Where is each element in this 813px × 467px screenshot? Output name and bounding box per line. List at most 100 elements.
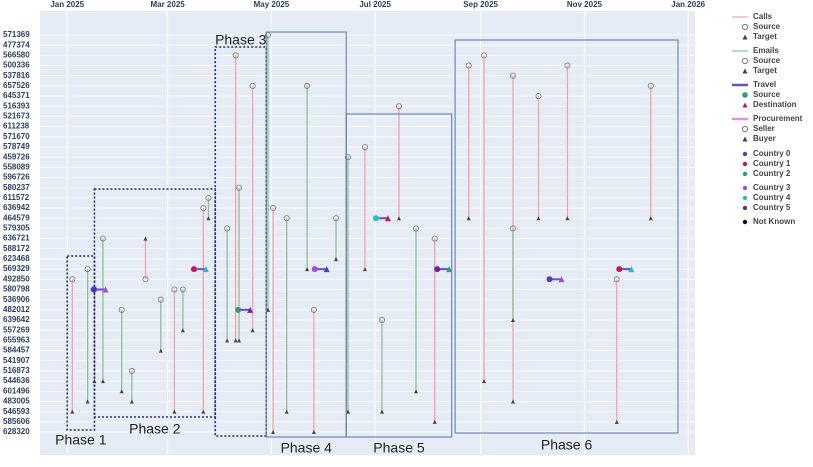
event-target bbox=[100, 379, 105, 384]
event-source bbox=[236, 184, 243, 191]
x-tick-label: Mar 2025 bbox=[150, 0, 185, 9]
x-tick-label: Jan 2026 bbox=[671, 0, 705, 9]
travel-destination bbox=[202, 266, 209, 273]
y-tick-label: 516393 bbox=[3, 101, 30, 110]
event-source bbox=[205, 194, 212, 201]
event-target bbox=[143, 236, 148, 241]
event-source bbox=[509, 72, 516, 79]
y-tick-label: 464579 bbox=[3, 213, 30, 222]
y-tick-label: 571670 bbox=[3, 132, 30, 141]
y-tick-label: 492850 bbox=[3, 274, 30, 283]
event-target bbox=[158, 348, 163, 353]
event-source bbox=[99, 235, 106, 242]
event-source bbox=[361, 143, 368, 150]
travel-destination bbox=[628, 266, 635, 273]
legend-label: Not Known bbox=[753, 217, 795, 226]
legend-symbol bbox=[742, 185, 748, 191]
y-tick-label: 459726 bbox=[3, 152, 30, 161]
legend-label: Travel bbox=[753, 80, 776, 89]
y-tick-label: 580798 bbox=[3, 285, 30, 294]
legend-label: Source bbox=[753, 56, 781, 65]
event-source bbox=[481, 52, 488, 59]
y-tick-label: 500336 bbox=[3, 61, 30, 70]
event-source bbox=[310, 306, 317, 313]
event-target bbox=[510, 399, 515, 404]
y-tick-label: 655963 bbox=[3, 335, 30, 344]
y-tick-label: 521673 bbox=[3, 112, 30, 121]
x-tick-label: Nov 2025 bbox=[567, 0, 603, 9]
y-tick-label: 579305 bbox=[3, 224, 30, 233]
phase-label: Phase 4 bbox=[281, 440, 333, 456]
event-source bbox=[283, 215, 290, 222]
event-source bbox=[232, 52, 239, 59]
y-tick-label: 623468 bbox=[3, 254, 30, 263]
y-tick-label: 588172 bbox=[3, 244, 30, 253]
y-tick-label: 482012 bbox=[3, 305, 30, 314]
phase-label: Phase 3 bbox=[215, 32, 267, 48]
legend-label: Country 4 bbox=[753, 193, 791, 202]
y-tick-label: 537816 bbox=[3, 71, 30, 80]
phase-box bbox=[454, 39, 679, 434]
event-source bbox=[128, 367, 135, 374]
event-target bbox=[225, 338, 230, 343]
event-source bbox=[412, 225, 419, 232]
event-target bbox=[536, 216, 541, 221]
travel-source bbox=[546, 276, 553, 283]
event-target bbox=[379, 409, 384, 414]
y-tick-label: 483005 bbox=[3, 397, 30, 406]
legend-label: Emails bbox=[753, 46, 779, 55]
event-target bbox=[201, 409, 206, 414]
x-tick-label: May 2025 bbox=[254, 0, 290, 9]
y-tick-label: 557269 bbox=[3, 325, 30, 334]
event-source bbox=[200, 205, 207, 212]
legend-label: Target bbox=[753, 66, 777, 75]
phase-box bbox=[93, 188, 217, 418]
travel-source bbox=[190, 266, 197, 273]
event-source bbox=[564, 62, 571, 69]
event-target bbox=[250, 328, 255, 333]
event-target bbox=[334, 256, 339, 261]
event-source bbox=[69, 276, 76, 283]
event-source bbox=[179, 286, 186, 293]
event-target bbox=[129, 399, 134, 404]
legend-symbol bbox=[742, 171, 748, 177]
legend-label: Country 5 bbox=[753, 203, 791, 212]
event-source bbox=[142, 276, 149, 283]
event-target bbox=[362, 267, 367, 272]
event-target bbox=[432, 419, 437, 424]
legend-label: Calls bbox=[753, 12, 773, 21]
travel-source bbox=[434, 266, 441, 273]
phase-label: Phase 5 bbox=[373, 440, 425, 456]
legend-label: Procurement bbox=[753, 114, 803, 123]
y-tick-label: 639642 bbox=[3, 315, 30, 324]
event-target bbox=[237, 338, 242, 343]
y-tick-label: 566580 bbox=[3, 50, 30, 59]
event-target bbox=[119, 389, 124, 394]
legend-label: Source bbox=[753, 22, 781, 31]
event-source bbox=[344, 154, 351, 161]
plot-area bbox=[40, 11, 695, 455]
y-tick-label: 636721 bbox=[3, 234, 30, 243]
phase-label: Phase 2 bbox=[129, 421, 181, 437]
event-source bbox=[395, 103, 402, 110]
event-target bbox=[565, 216, 570, 221]
event-source bbox=[304, 82, 311, 89]
x-tick-label: Sep 2025 bbox=[463, 0, 498, 9]
phase-label: Phase 6 bbox=[541, 437, 593, 453]
y-tick-label: 544636 bbox=[3, 376, 30, 385]
event-source bbox=[613, 276, 620, 283]
legend-label: Country 3 bbox=[753, 183, 791, 192]
y-tick-label: 546593 bbox=[3, 407, 30, 416]
event-target bbox=[233, 338, 238, 343]
travel-source bbox=[235, 306, 242, 313]
event-target bbox=[284, 409, 289, 414]
event-target bbox=[482, 379, 487, 384]
legend-label: Buyer bbox=[753, 134, 776, 143]
event-source bbox=[465, 62, 472, 69]
legend-label: Country 1 bbox=[753, 159, 791, 168]
legend-label: Destination bbox=[753, 100, 797, 109]
legend-symbol bbox=[742, 219, 748, 225]
y-tick-label: 601496 bbox=[3, 386, 30, 395]
travel-destination bbox=[247, 306, 254, 313]
